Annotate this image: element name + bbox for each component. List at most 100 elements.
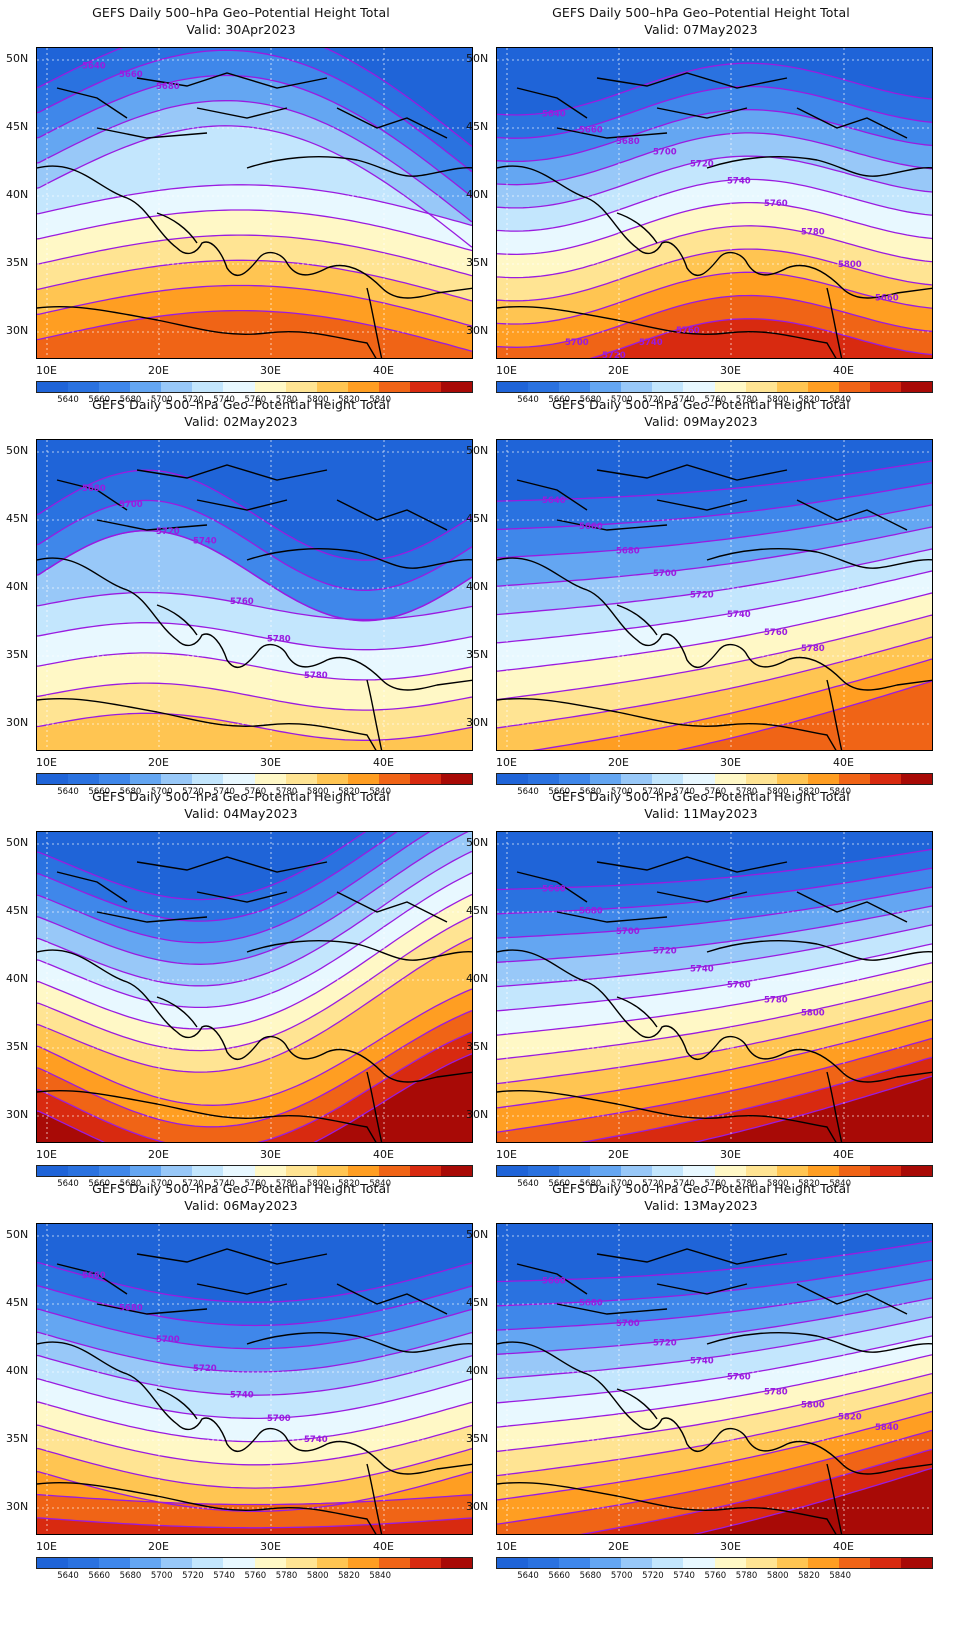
colorbar-label: 5780	[735, 1179, 758, 1189]
colorbar-swatch	[901, 774, 933, 784]
lat-label: 40N	[6, 972, 29, 985]
height-contour	[37, 1401, 472, 1443]
colorbar-swatch	[409, 774, 442, 784]
lon-label: 10E	[36, 1148, 57, 1161]
colorbar	[496, 381, 933, 393]
colorbar	[36, 381, 473, 393]
contour-label: 5740	[690, 1356, 714, 1366]
lon-label: 10E	[36, 1540, 57, 1553]
colorbar-swatch	[838, 774, 870, 784]
panel-valid-date: Valid: 04May2023	[184, 806, 298, 821]
lat-label: 30N	[466, 1108, 489, 1121]
coastline	[37, 1089, 377, 1142]
coastline	[706, 156, 932, 177]
lon-label: 40E	[833, 1148, 854, 1161]
contour-label: 5820	[838, 1412, 862, 1422]
lon-label: 10E	[496, 1148, 517, 1161]
colorbar-swatch	[869, 382, 902, 392]
colorbar-label: 5700	[610, 1571, 633, 1581]
contour-label: 5660	[82, 1271, 106, 1281]
coastline	[706, 1332, 932, 1353]
colorbar-label: 5740	[673, 787, 695, 797]
coastline	[497, 165, 932, 299]
panel-valid-date: Valid: 09May2023	[644, 414, 758, 429]
fill-band	[592, 318, 932, 358]
coastline	[96, 72, 328, 139]
map-svg: 5680 5700 5720 5740 5760 5780 5780	[37, 440, 472, 750]
colorbar-swatch	[378, 382, 410, 392]
contour-label: 5700	[616, 927, 640, 937]
coastline	[616, 1388, 658, 1420]
lat-label: 50N	[6, 1228, 29, 1241]
height-field-map: 5660 5680 5700 5720 5740 5760 5780 5800 5820 5840	[496, 1223, 933, 1535]
colorbar-label: 5800	[766, 1179, 789, 1189]
colorbar-label: 5800	[306, 395, 329, 405]
height-field-map: 5640 5660 5680	[36, 47, 473, 359]
lat-label: 50N	[6, 52, 29, 65]
lat-label: 45N	[6, 120, 29, 133]
colorbar-label: 5700	[150, 1179, 173, 1189]
lat-label: 35N	[466, 256, 489, 269]
colorbar-label: 5820	[798, 1179, 820, 1189]
height-contour	[579, 1056, 932, 1142]
colorbar-label: 5840	[829, 1571, 851, 1581]
contour-label: 5680	[119, 1304, 143, 1314]
colorbar-label: 5640	[517, 1571, 539, 1581]
height-contour	[497, 482, 932, 531]
colorbar-label: 5820	[338, 1571, 360, 1581]
colorbar-label: 5740	[213, 787, 235, 797]
lat-label: 35N	[6, 648, 29, 661]
height-contour	[37, 850, 472, 987]
height-contour	[497, 271, 932, 325]
contour-label: 5640	[542, 496, 566, 506]
contour-label: 5760	[676, 326, 700, 336]
panel-title: GEFS Daily 500–hPa Geo–Potential Height …	[92, 789, 390, 804]
colorbar-label: 5840	[369, 1571, 391, 1581]
height-contour	[497, 1278, 932, 1331]
height-contour	[37, 1010, 472, 1128]
colorbar-label: 5760	[244, 395, 267, 405]
colorbar-swatch	[776, 1558, 808, 1568]
height-contour	[579, 1448, 932, 1534]
height-contour	[497, 109, 932, 163]
lat-label: 45N	[466, 120, 489, 133]
contour-label: 5780	[801, 644, 825, 654]
colorbar-swatch	[99, 382, 131, 392]
coastline	[37, 165, 472, 299]
panel-title: GEFS Daily 500–hPa Geo–Potential Height …	[92, 397, 390, 412]
lon-label: 30E	[720, 756, 741, 769]
lat-label: 50N	[6, 836, 29, 849]
colorbar-swatch	[683, 1558, 715, 1568]
lon-label: 10E	[36, 756, 57, 769]
colorbar-label: 5780	[275, 787, 298, 797]
colorbar-label: 5740	[673, 1179, 695, 1189]
lat-label: 40N	[466, 972, 489, 985]
colorbar-label: 5820	[338, 1179, 360, 1189]
coastline	[497, 1481, 837, 1534]
colorbar-label: 5740	[213, 1179, 235, 1189]
map-panel: GEFS Daily 500–hPa Geo–Potential Height …	[0, 1176, 482, 1586]
height-contour	[497, 962, 932, 1036]
contour-label: 5660	[542, 884, 566, 894]
colorbar-swatch	[254, 382, 286, 392]
coastline	[826, 287, 843, 358]
coastline	[826, 679, 843, 750]
height-contour	[692, 1075, 932, 1142]
lon-label: 30E	[260, 1148, 281, 1161]
coastline	[706, 940, 932, 961]
height-contour	[497, 85, 932, 139]
contour-label: 5700	[565, 338, 589, 348]
colorbar-swatch	[409, 1558, 442, 1568]
colorbar-label: 5720	[642, 1571, 664, 1581]
height-contour	[497, 1000, 932, 1085]
colorbar-label: 5660	[548, 395, 571, 405]
height-contour	[497, 178, 932, 232]
colorbar	[496, 1165, 933, 1177]
colorbar-label: 5740	[673, 395, 695, 405]
height-contour	[497, 981, 932, 1060]
height-contour	[37, 1447, 472, 1489]
coastline	[156, 1388, 198, 1420]
height-contour	[497, 924, 932, 988]
colorbar-swatch	[347, 1166, 379, 1176]
height-contour	[37, 1424, 472, 1466]
